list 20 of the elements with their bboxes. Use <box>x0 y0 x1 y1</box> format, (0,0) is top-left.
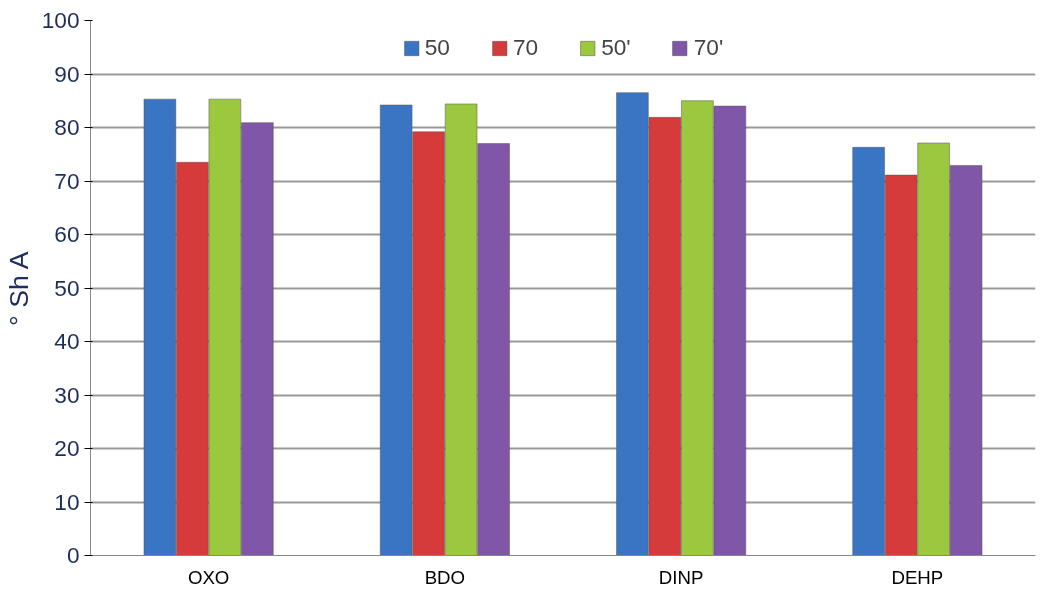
y-tick-label: 50 <box>54 274 80 301</box>
y-axis-title: ° Sh A <box>3 251 34 326</box>
y-tick-label: 60 <box>54 221 80 247</box>
legend-label: 50 <box>424 34 450 61</box>
y-tick-label: 10 <box>54 488 80 515</box>
legend-label: 70 <box>512 34 539 61</box>
y-tick-label: 40 <box>54 328 80 354</box>
x-tick-label: DEHP <box>891 566 944 588</box>
x-tick-label: DINP <box>658 566 704 588</box>
y-tick-label: 20 <box>54 435 80 461</box>
y-tick-label: 0 <box>66 542 80 568</box>
y-tick-label: 80 <box>54 114 80 140</box>
y-tick-label: 30 <box>54 381 80 408</box>
legend-label: 50' <box>601 34 631 61</box>
x-tick-label: OXO <box>187 566 230 588</box>
x-tick-label: BDO <box>424 566 466 588</box>
y-tick-label: 70 <box>54 167 80 194</box>
y-tick-label: 100 <box>41 7 80 33</box>
legend-label: 70' <box>693 34 724 61</box>
y-tick-label: 90 <box>54 60 80 87</box>
